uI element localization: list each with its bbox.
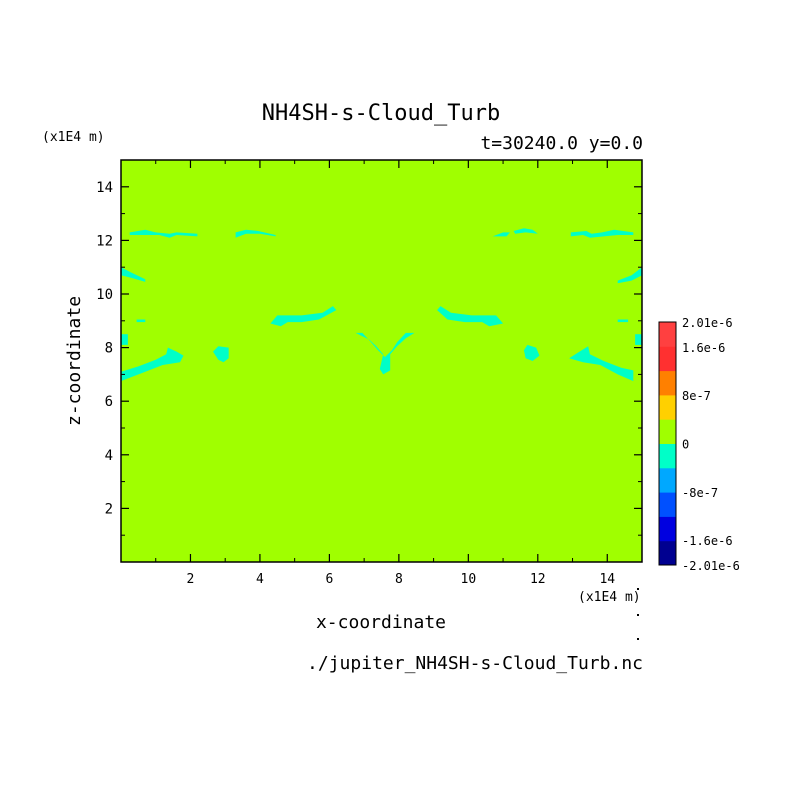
- y-tick-label: 14: [96, 180, 113, 196]
- colorbar-level: [659, 443, 676, 469]
- x-axis-ticks: 2 4 6 8 10 12 14: [155, 160, 615, 587]
- chart-title: NH4SH-s-Cloud_Turb: [262, 101, 500, 126]
- colorbar-tick-label: -1.6e-6: [682, 534, 733, 548]
- negative-region: [129, 229, 198, 238]
- y-axis-label: z-coordinate: [64, 296, 85, 426]
- y-tick-label: 4: [105, 448, 113, 464]
- negative-regions: [121, 228, 642, 382]
- colorbar-tick-label: -8e-7: [682, 486, 718, 500]
- colorbar-frame: [658, 321, 677, 566]
- x-tick-label: 12: [530, 572, 546, 587]
- colorbar-tick-label: 8e-7: [682, 389, 711, 403]
- negative-region: [569, 346, 634, 382]
- colorbar-level: [659, 516, 676, 542]
- y-tick-label: 12: [96, 233, 113, 249]
- negative-region: [437, 306, 504, 327]
- y-axis-ticks: 2 4 6 8 10 12 14: [96, 180, 642, 536]
- plot-area: 2 4 6 8 10 12 14 2 4 6 8 10 12 14: [96, 159, 643, 587]
- x-tick-label: 4: [256, 572, 264, 587]
- y-tick-label: 6: [105, 394, 113, 410]
- x-tick-label: 14: [599, 572, 615, 587]
- corner-mark: [637, 638, 639, 640]
- negative-region: [617, 319, 629, 323]
- negative-region: [121, 347, 184, 382]
- corner-marks: [637, 588, 639, 640]
- corner-mark: [637, 588, 639, 590]
- colorbar-level: [659, 394, 676, 420]
- colorbar-level: [659, 467, 676, 493]
- negative-region: [492, 232, 510, 237]
- y-unit-label: (x1E4 m): [42, 130, 105, 145]
- negative-region: [213, 346, 229, 363]
- colorbar-level: [659, 419, 676, 444]
- colorbar-level: [659, 492, 676, 517]
- negative-region: [355, 332, 415, 375]
- y-tick-label: 2: [105, 501, 113, 517]
- negative-region: [235, 229, 276, 238]
- colorbar-tick-label: 0: [682, 438, 689, 452]
- negative-region: [635, 334, 642, 345]
- plot-frame: [120, 159, 643, 563]
- negative-region: [513, 228, 538, 234]
- colorbar-tick-label: 1.6e-6: [682, 341, 725, 355]
- y-tick-label: 10: [96, 287, 113, 303]
- source-file-label: ./jupiter_NH4SH-s-Cloud_Turb.nc: [307, 653, 643, 674]
- negative-region: [570, 229, 634, 238]
- colorbar-tick-label: -2.01e-6: [682, 559, 740, 573]
- y-tick-label: 8: [105, 341, 113, 357]
- negative-region: [136, 319, 146, 323]
- colorbar-level: [659, 346, 676, 372]
- corner-mark: [637, 614, 639, 616]
- x-tick-label: 8: [395, 572, 403, 587]
- colorbar-level: [659, 540, 676, 566]
- negative-region: [523, 344, 540, 361]
- negative-region: [617, 267, 642, 284]
- x-tick-label: 6: [325, 572, 333, 587]
- colorbar-level: [659, 370, 676, 396]
- colorbar-level: [659, 322, 676, 347]
- plot-background: [121, 160, 642, 562]
- x-axis-label: x-coordinate: [316, 612, 446, 633]
- x-unit-label: (x1E4 m): [578, 590, 641, 605]
- x-tick-label: 10: [461, 572, 477, 587]
- chart-subtitle: t=30240.0 y=0.0: [480, 133, 643, 154]
- colorbar: 2.01e-6 1.6e-6 8e-7 0 -8e-7 -1.6e-6 -2.01e-6: [658, 316, 740, 573]
- negative-region: [121, 267, 146, 282]
- negative-region: [121, 334, 128, 345]
- colorbar-tick-label: 2.01e-6: [682, 316, 733, 330]
- x-tick-label: 2: [187, 572, 195, 587]
- negative-region: [270, 306, 337, 327]
